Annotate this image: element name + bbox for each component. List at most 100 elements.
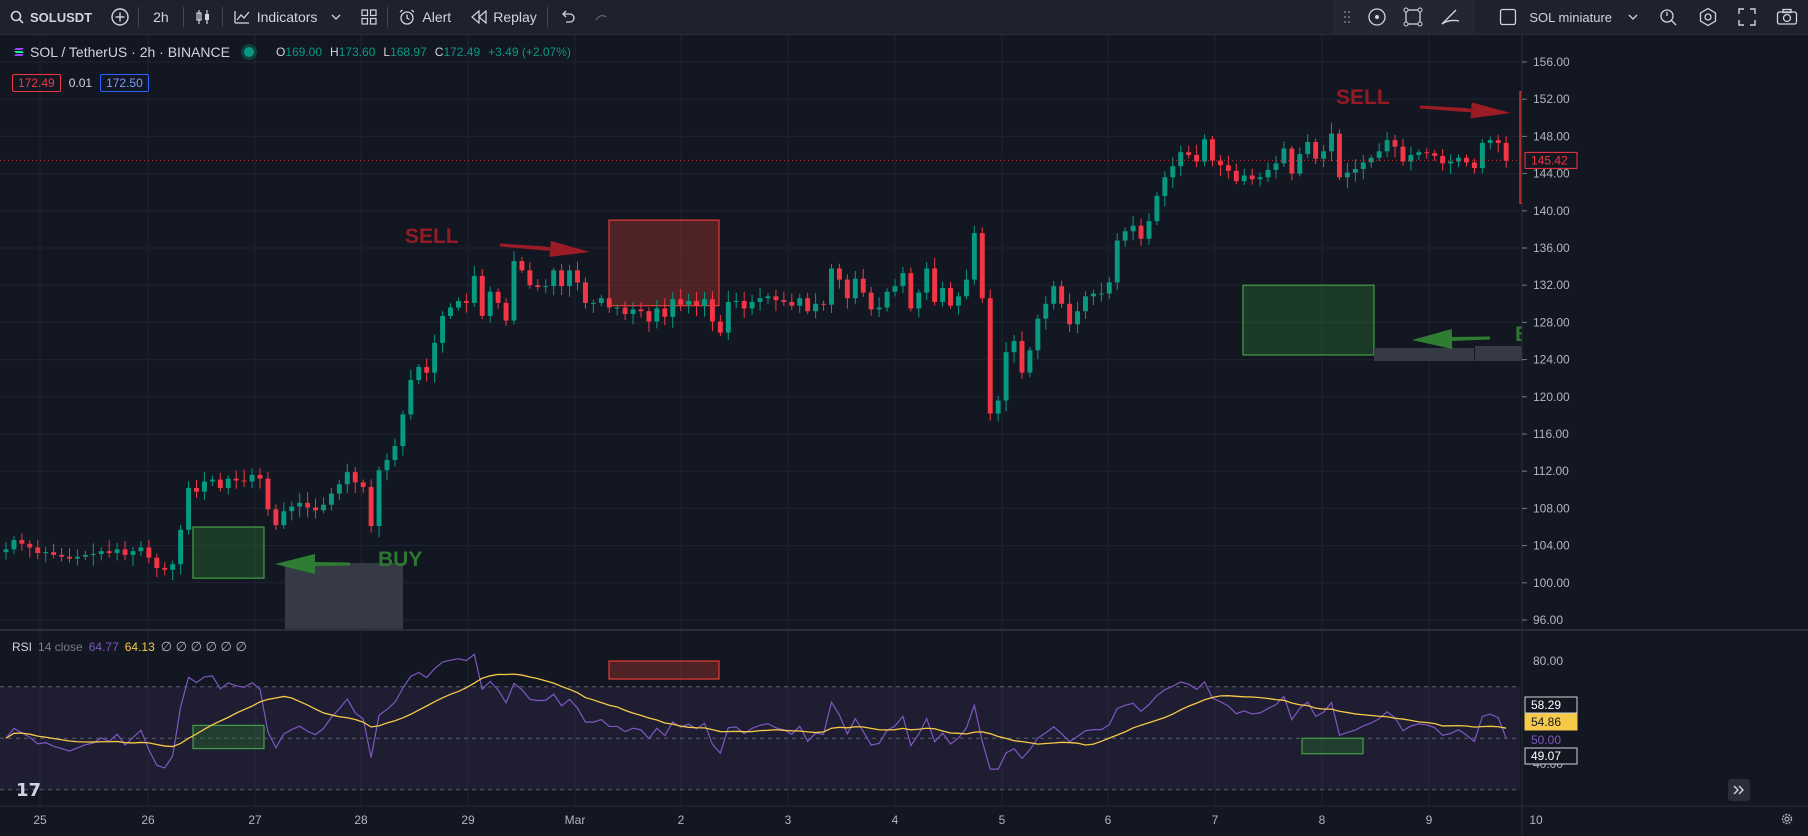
candle-body [122,549,128,555]
symbol-search[interactable]: SOLUSDT [0,0,102,34]
candle-body [98,551,104,554]
price-tick-label: 136.00 [1533,241,1570,255]
low-value: 168.97 [390,45,427,59]
quick-search-icon[interactable] [1658,7,1678,27]
axes: 156.00 152.00 148.00 144.00 140.00 136.00 132.… [0,35,1808,836]
candle-body [495,291,501,303]
time-tick-label: 27 [248,813,262,827]
candle-body [702,299,707,306]
candle-body [154,557,160,568]
price-chart[interactable]: BUYSELLBUYSELL 156.00152.00148.00144.001… [0,35,1808,836]
plus-circle-icon [110,7,130,27]
drag-handle-icon[interactable] [1343,10,1351,24]
candle-body [59,554,65,557]
candle-body [27,543,33,548]
candle-body [1106,282,1112,294]
fullscreen-icon[interactable] [1738,8,1756,26]
interval-button[interactable]: 2h [153,9,169,25]
candle-body [360,482,366,488]
chart-type-button[interactable] [184,0,222,34]
rsi-value-badge-label: 49.07 [1531,749,1561,763]
rsi-name[interactable]: RSI [12,640,33,654]
candle-body [876,307,882,310]
candle-body [1313,141,1319,159]
templates-button[interactable] [351,0,387,34]
layout-button[interactable]: SOL miniature [1489,0,1648,34]
redo-button[interactable] [588,0,614,34]
price-tick-label: 120.00 [1533,390,1570,404]
candle-body [114,549,120,554]
solana-logo-icon [14,47,24,57]
time-tick-label: Mar [565,813,586,827]
buy-price-button[interactable]: 172.50 [100,74,149,92]
symbol-title[interactable]: SOL / TetherUS · 2h · BINANCE [30,44,230,60]
candle-body [638,309,644,312]
candle-body [1281,148,1287,164]
candle-body [368,487,374,527]
camera-icon[interactable] [1776,8,1798,26]
candle-body [575,270,580,283]
compare-button[interactable] [102,0,138,34]
rsi-ma-line [5,673,1507,748]
candle-body [1122,231,1128,241]
close-value: 172.49 [443,45,481,59]
candle-body [43,552,49,554]
candle-body [606,298,612,308]
settings-hex-icon[interactable] [1698,7,1718,27]
candle-body [455,301,461,308]
candle-body [328,493,334,505]
candle-body [1067,303,1073,325]
candle-body [1114,240,1120,283]
candle-body [90,553,96,555]
chevron-down-icon [331,14,341,20]
market-status-dot[interactable] [243,47,254,57]
candle-body [1241,175,1247,182]
candle-body [773,296,779,301]
sell-price-button[interactable]: 172.49 [12,74,61,92]
candle-body [51,552,57,555]
alert-button[interactable]: Alert [388,0,461,34]
tradingview-logo[interactable]: 17 [16,780,42,801]
sell-label: SELL [1336,86,1390,109]
arrow-head [545,240,590,257]
grid-icon [361,9,378,25]
scroll-to-realtime-button[interactable] [1728,779,1750,801]
chart-settings-button[interactable] [1780,812,1794,831]
candle-body [186,487,192,530]
candle-body [709,299,715,322]
price-tick-label: 140.00 [1533,204,1570,218]
candle-body [670,299,676,317]
candle-body [868,292,874,310]
candle-body [535,285,541,288]
candle-body [1479,142,1485,169]
candle-body [765,296,771,299]
rectangle-tool-icon[interactable] [1403,7,1423,27]
candle-body [797,298,803,306]
undo-button[interactable] [548,0,588,34]
low-key: L [383,45,391,59]
time-tick-label: 7 [1212,813,1219,827]
candle-body [844,279,850,299]
double-chevron-right-icon [1733,785,1745,795]
price-tick-label: 144.00 [1533,167,1570,181]
alert-label: Alert [422,9,452,25]
candle-body [1416,152,1422,155]
buy-zone-box [192,526,265,579]
candle-body [194,487,199,492]
candle-body [281,511,287,526]
replay-button[interactable]: Replay [461,0,547,34]
candle-body [979,233,985,299]
candle-body [344,472,350,485]
indicators-button[interactable]: Indicators [223,0,352,34]
candle-body [813,303,819,312]
candle-body [733,301,739,303]
high-key: H [330,45,339,59]
candle-body [313,507,319,511]
target-icon[interactable] [1367,7,1387,27]
candle-body [1305,141,1311,155]
candle-body [321,504,326,511]
candle-body [630,309,636,315]
chart-area[interactable]: BUYSELLBUYSELL 156.00152.00148.00144.001… [0,35,1808,836]
candle-body [590,302,596,304]
brush-icon[interactable] [1439,7,1461,27]
